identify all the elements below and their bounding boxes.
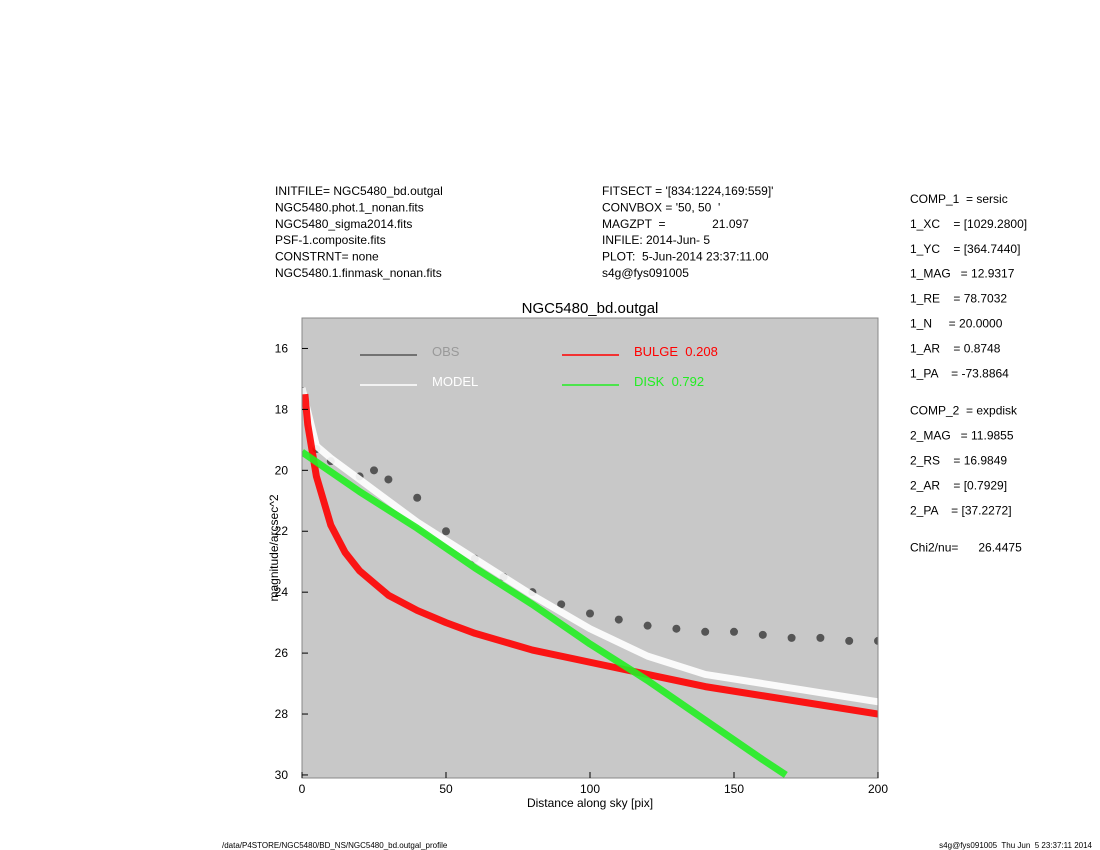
header-left-line: NGC5480.phot.1_nonan.fits [275,200,424,214]
chart-title: NGC5480_bd.outgal [522,300,659,317]
y-tick-label: 28 [275,707,289,721]
model-band [302,393,878,718]
obs-point [643,621,652,630]
plot-area [302,318,878,778]
fit-parameter: 1_PA = -73.8864 [910,366,1009,380]
legend-label: MODEL [432,374,478,389]
obs-point [787,633,796,642]
header-middle-line: PLOT: 5-Jun-2014 23:37:11.00 [602,250,769,264]
fit-parameter: Chi2/nu= 26.4475 [910,541,1022,555]
obs-point [557,600,566,609]
obs-point [874,636,878,645]
obs-point [384,475,393,484]
header-middle-line: FITSECT = '[834:1224,169:559]' [602,184,773,198]
footer-right: s4g@fys091005 Thu Jun 5 23:37:11 2014 [939,841,1092,850]
fit-parameter: 1_N = 20.0000 [910,317,1003,331]
header-left-line: INITFILE= NGC5480_bd.outgal [275,184,443,198]
fit-parameter: 2_AR = [0.7929] [910,478,1007,492]
header-middle-line: s4g@fys091005 [602,266,689,280]
x-axis-label: Distance along sky [pix] [527,796,653,810]
header-middle-line: MAGZPT = 21.097 [602,217,749,231]
obs-point [730,627,738,636]
fit-parameter: 1_MAG = 12.9317 [910,267,1015,281]
header-left-line: PSF-1.composite.fits [275,233,386,247]
fit-parameter: 2_PA = [37.2272] [910,503,1012,517]
obs-point [586,609,594,618]
obs-point [672,624,681,633]
x-tick-label: 50 [439,782,453,796]
fit-parameter: 1_YC = [364.7440] [910,242,1020,256]
header-left-line: CONSTRNT= none [275,250,379,264]
footer-left: /data/P4STORE/NGC5480/BD_NS/NGC5480_bd.o… [222,841,448,850]
obs-point [701,627,710,636]
header-left-line: NGC5480.1.finmask_nonan.fits [275,266,442,280]
obs-point [370,466,378,475]
y-tick-label: 24 [275,585,289,599]
model-band [302,449,788,778]
legend-label: BULGE 0.208 [634,344,718,359]
fit-parameter: 1_AR = 0.8748 [910,341,1001,355]
header-left-line: NGC5480_sigma2014.fits [275,217,412,231]
x-tick-label: 150 [724,782,744,796]
y-tick-label: 16 [275,341,289,355]
y-tick-label: 18 [275,402,289,416]
legend-label: DISK 0.792 [634,374,704,389]
obs-point [442,527,450,536]
obs-point [413,493,422,502]
y-axis-label: magnitude/arcsec^2 [267,494,281,601]
fit-parameter: 1_RE = 78.7032 [910,292,1007,306]
x-tick-label: 200 [868,782,888,796]
y-tick-label: 26 [275,646,289,660]
obs-point [758,630,767,639]
x-tick-label: 0 [299,782,306,796]
obs-point [816,633,825,642]
header-middle-line: CONVBOX = '50, 50 ' [602,200,720,214]
y-tick-label: 22 [275,524,289,538]
obs-point [845,636,854,645]
x-tick-label: 100 [580,782,600,796]
y-tick-label: 20 [275,463,289,477]
header-middle-line: INFILE: 2014-Jun- 5 [602,233,710,247]
fit-parameter: COMP_2 = expdisk [910,404,1018,418]
legend-label: OBS [432,344,460,359]
model-band [302,387,878,706]
fit-parameter: 2_RS = 16.9849 [910,454,1007,468]
fit-parameter: 2_MAG = 11.9855 [910,429,1014,443]
obs-point [614,615,623,624]
fit-parameter: COMP_1 = sersic [910,192,1008,206]
y-tick-label: 30 [275,768,289,782]
fit-parameter: 1_XC = [1029.2800] [910,217,1027,231]
